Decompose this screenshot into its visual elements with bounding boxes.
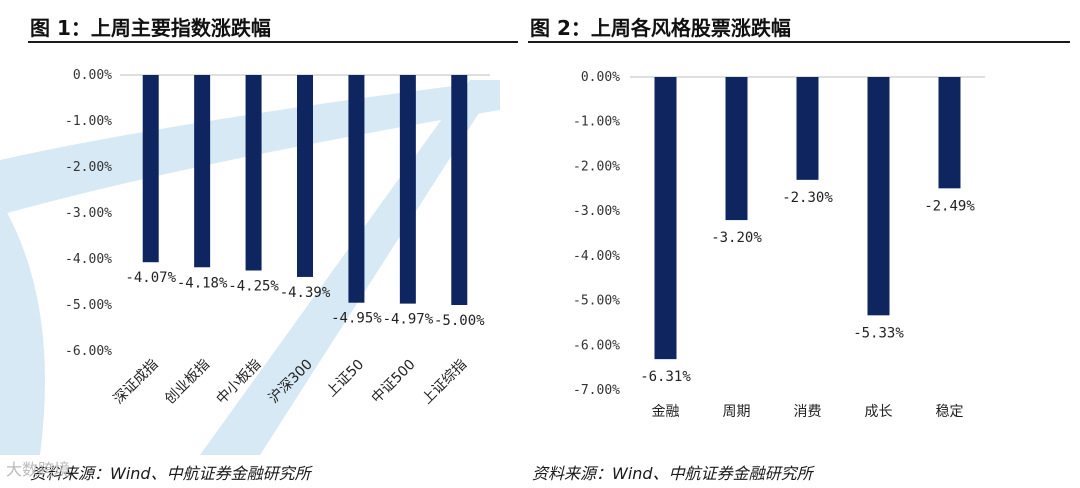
bar-4: [348, 75, 365, 303]
data-label: -5.33%: [853, 325, 904, 341]
right-bar-chart: 0.00% -1.00% -2.00% -3.00% -4.00% -5.00% -6.00…: [573, 70, 985, 420]
bar-0: [654, 77, 677, 360]
left-chart-title: 图 1：上周主要指数涨跌幅: [30, 16, 271, 40]
x-tick-label: 金融: [652, 404, 680, 420]
data-label: -4.18%: [177, 275, 228, 291]
left-source-note: 资料来源：Wind、中航证券金融研究所: [30, 464, 311, 483]
watermark-text: 大数跨境: [6, 460, 71, 479]
y-tick-label: -3.00%: [573, 204, 620, 219]
left-title-rule: [28, 41, 518, 43]
x-tick-label: 消费: [794, 404, 822, 420]
data-label: -4.07%: [125, 270, 176, 286]
data-label: -2.30%: [782, 190, 833, 206]
right-source-note: 资料来源：Wind、中航证券金融研究所: [532, 464, 813, 483]
y-tick-label: -2.00%: [573, 159, 620, 174]
y-tick-label: -7.00%: [573, 383, 620, 398]
y-tick-label: -5.00%: [573, 294, 620, 309]
x-tick-label: 上证综指: [419, 357, 470, 408]
data-label: -4.25%: [228, 279, 279, 295]
data-label: -4.39%: [280, 285, 331, 301]
bar-2: [796, 77, 819, 180]
bar-3: [867, 77, 890, 316]
x-tick-label: 稳定: [936, 404, 964, 420]
x-tick-label: 上证50: [324, 357, 368, 401]
data-label: -4.97%: [383, 312, 434, 328]
data-label: -5.00%: [434, 313, 485, 329]
y-tick-label: -6.00%: [65, 344, 112, 359]
y-tick-label: 0.00%: [73, 68, 112, 83]
bar-2: [245, 75, 262, 271]
bar-4: [938, 77, 961, 189]
bar-1: [725, 77, 748, 221]
data-label: -4.95%: [331, 311, 382, 327]
x-tick-label: 周期: [723, 404, 751, 420]
bar-6: [451, 75, 468, 305]
y-tick-label: -4.00%: [65, 252, 112, 267]
data-label: -3.20%: [711, 230, 762, 246]
right-title-rule: [528, 41, 1070, 43]
x-tick-label: 中证500: [369, 357, 419, 407]
y-tick-label: -5.00%: [65, 298, 112, 313]
x-tick-label: 成长: [865, 404, 893, 420]
right-chart-title: 图 2：上周各风格股票涨跌幅: [530, 16, 791, 40]
bar-3: [297, 75, 313, 277]
bar-5: [399, 75, 416, 304]
y-tick-label: -6.00%: [573, 338, 620, 353]
y-tick-label: -1.00%: [573, 115, 620, 130]
y-tick-label: -3.00%: [65, 206, 112, 221]
y-tick-label: -4.00%: [573, 249, 620, 264]
bar-0: [142, 75, 159, 263]
data-label: -6.31%: [640, 369, 691, 385]
y-tick-label: -1.00%: [65, 114, 112, 129]
bar-1: [194, 75, 211, 268]
data-label: -2.49%: [924, 198, 975, 214]
x-tick-label: 创业板指: [162, 357, 213, 408]
x-tick-label: 深证成指: [111, 357, 162, 408]
y-tick-label: 0.00%: [581, 70, 620, 85]
y-tick-label: -2.00%: [65, 160, 112, 175]
